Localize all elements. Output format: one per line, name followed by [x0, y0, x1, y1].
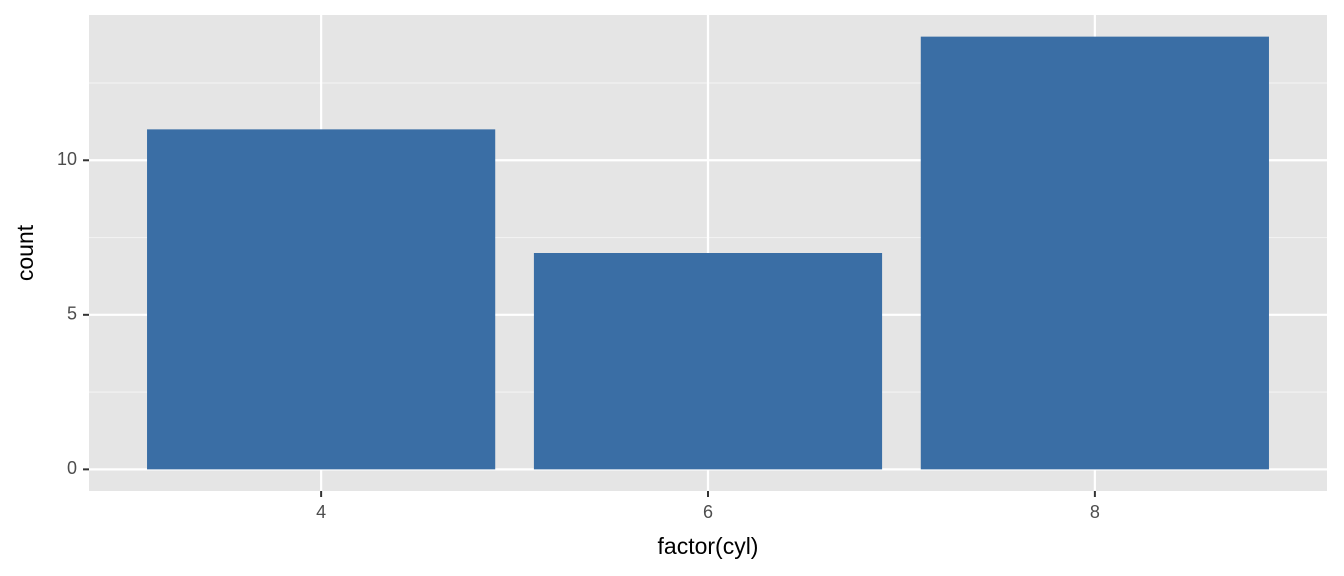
y-tick-label: 10	[57, 149, 77, 169]
x-tick-label: 6	[703, 502, 713, 522]
bar	[147, 129, 496, 470]
y-axis-title: count	[12, 224, 38, 281]
y-tick-label: 0	[67, 458, 77, 478]
bar	[533, 253, 883, 470]
x-tick-label: 8	[1090, 502, 1100, 522]
y-tick-label: 5	[67, 304, 77, 324]
x-axis-title: factor(cyl)	[658, 533, 759, 559]
bar	[920, 36, 1269, 470]
x-tick-label: 4	[316, 502, 326, 522]
